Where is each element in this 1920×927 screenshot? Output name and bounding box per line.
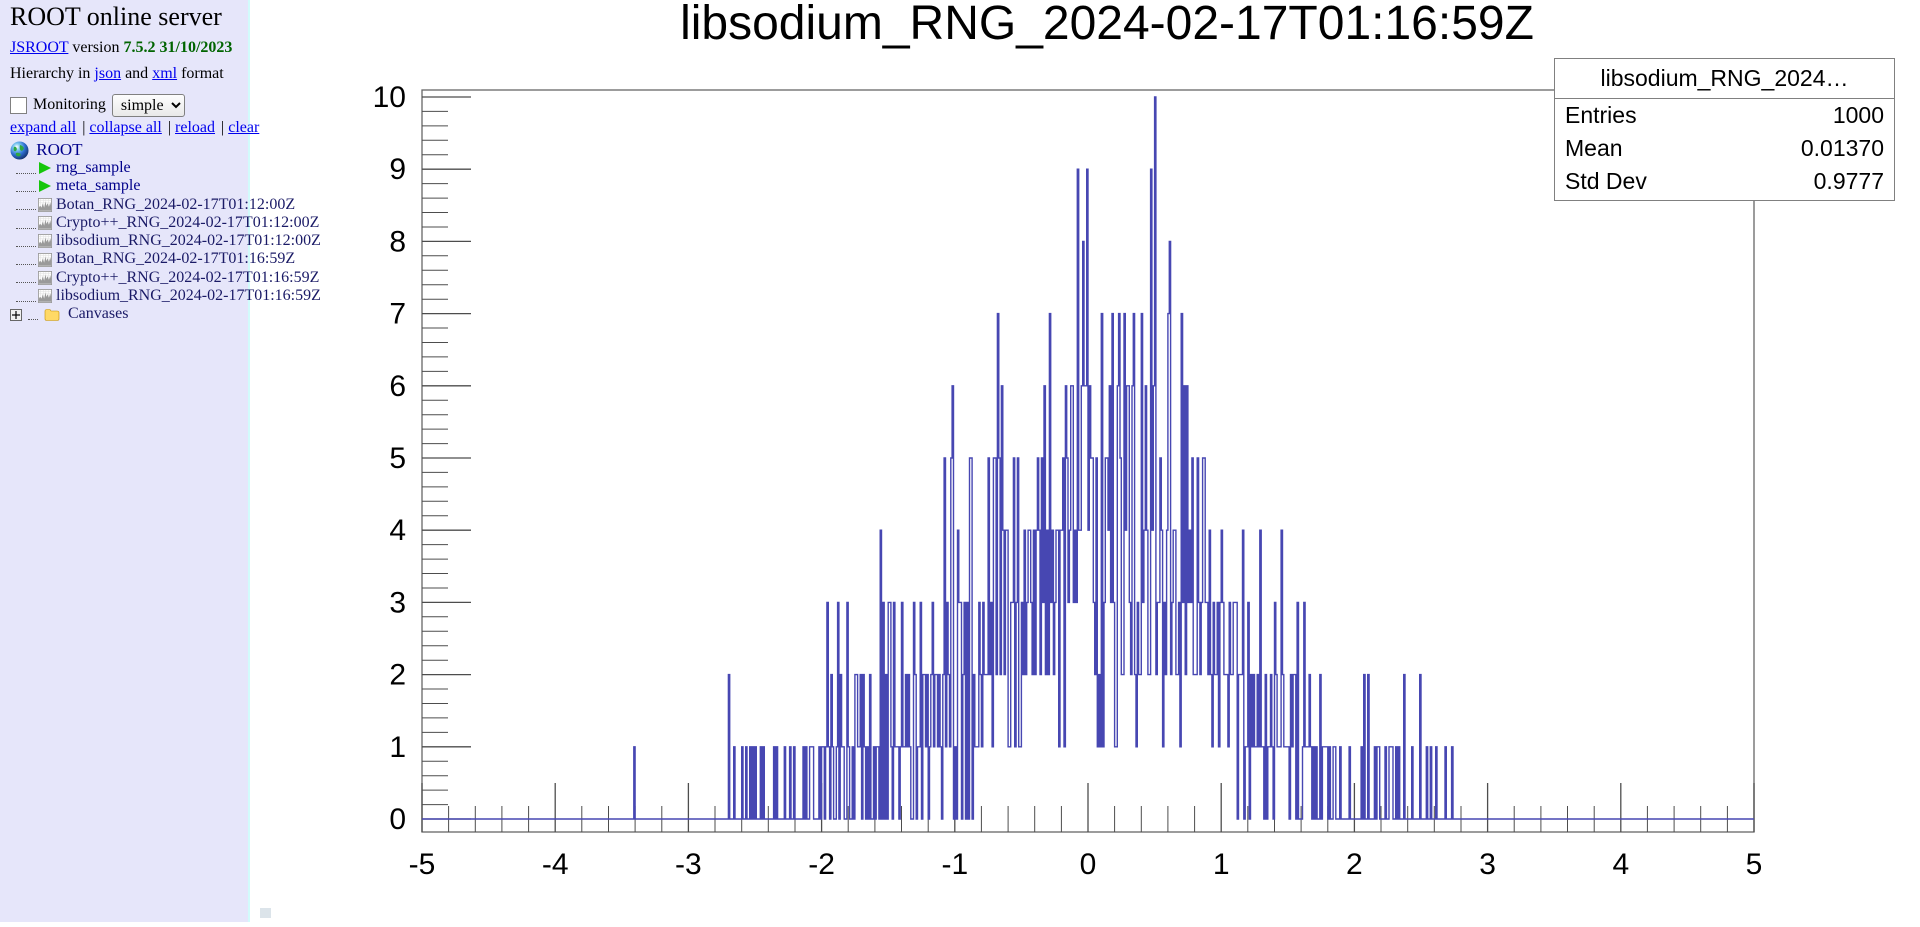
svg-text:0: 0 [1080,848,1097,881]
svg-text:-5: -5 [409,848,436,881]
svg-text:3: 3 [389,586,406,619]
svg-text:7: 7 [389,298,406,331]
svg-text:5: 5 [1746,848,1763,881]
svg-text:-3: -3 [675,848,702,881]
svg-text:1: 1 [1213,848,1230,881]
svg-text:1: 1 [389,731,406,764]
svg-text:3: 3 [1479,848,1496,881]
svg-text:10: 10 [373,81,406,114]
svg-text:-4: -4 [542,848,569,881]
svg-text:0: 0 [389,803,406,836]
svg-text:-1: -1 [941,848,968,881]
svg-text:5: 5 [389,442,406,475]
svg-text:2: 2 [389,659,406,692]
svg-text:4: 4 [389,514,406,547]
svg-text:2: 2 [1346,848,1363,881]
svg-text:8: 8 [389,225,406,258]
svg-text:4: 4 [1612,848,1629,881]
svg-text:-2: -2 [808,848,835,881]
svg-text:6: 6 [389,370,406,403]
svg-text:9: 9 [389,153,406,186]
